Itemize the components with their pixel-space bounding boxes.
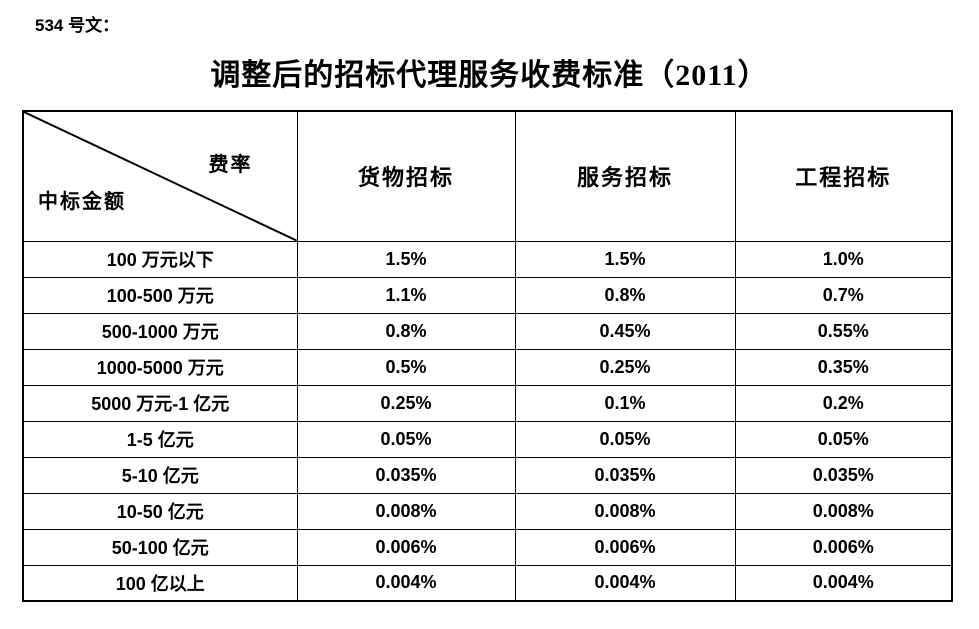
table-row: 100 万元以下 1.5% 1.5% 1.0%	[22, 240, 953, 278]
fee-rate-table: 费率 中标金额 货物招标 服务招标 工程招标 100 万元以下 1.5% 1.5…	[22, 110, 953, 602]
corner-label-rate: 费率	[208, 154, 253, 176]
engineering-rate-cell: 0.008%	[734, 492, 953, 530]
table-row: 100-500 万元 1.1% 0.8% 0.7%	[22, 276, 953, 314]
amount-range-cell: 5-10 亿元	[22, 456, 298, 494]
amount-range-cell: 10-50 亿元	[22, 492, 298, 530]
goods-rate-cell: 0.035%	[296, 456, 516, 494]
goods-rate-cell: 0.8%	[296, 312, 516, 350]
column-header-service-bidding: 服务招标	[514, 110, 736, 242]
goods-rate-cell: 0.008%	[296, 492, 516, 530]
table-row: 1-5 亿元 0.05% 0.05% 0.05%	[22, 420, 953, 458]
corner-header-cell: 费率 中标金额	[22, 110, 298, 242]
column-header-engineering-bidding: 工程招标	[734, 110, 953, 242]
engineering-rate-cell: 0.2%	[734, 384, 953, 422]
service-rate-cell: 1.5%	[514, 240, 736, 278]
goods-rate-cell: 0.05%	[296, 420, 516, 458]
service-rate-cell: 0.004%	[514, 564, 736, 602]
engineering-rate-cell: 0.035%	[734, 456, 953, 494]
engineering-rate-cell: 0.55%	[734, 312, 953, 350]
amount-range-cell: 500-1000 万元	[22, 312, 298, 350]
table-row: 5-10 亿元 0.035% 0.035% 0.035%	[22, 456, 953, 494]
table-row: 100 亿以上 0.004% 0.004% 0.004%	[22, 564, 953, 602]
table-row: 500-1000 万元 0.8% 0.45% 0.55%	[22, 312, 953, 350]
goods-rate-cell: 0.25%	[296, 384, 516, 422]
goods-rate-cell: 0.004%	[296, 564, 516, 602]
service-rate-cell: 0.006%	[514, 528, 736, 566]
doc-reference: 534 号文：	[35, 16, 120, 35]
service-rate-cell: 0.05%	[514, 420, 736, 458]
amount-range-cell: 5000 万元-1 亿元	[22, 384, 298, 422]
amount-range-cell: 100-500 万元	[22, 276, 298, 314]
table-body: 100 万元以下 1.5% 1.5% 1.0% 100-500 万元 1.1% …	[22, 240, 953, 602]
corner-label-bid-amount: 中标金额	[38, 191, 126, 213]
table-row: 1000-5000 万元 0.5% 0.25% 0.35%	[22, 348, 953, 386]
amount-range-cell: 1-5 亿元	[22, 420, 298, 458]
amount-range-cell: 100 亿以上	[22, 564, 298, 602]
service-rate-cell: 0.8%	[514, 276, 736, 314]
service-rate-cell: 0.1%	[514, 384, 736, 422]
amount-range-cell: 50-100 亿元	[22, 528, 298, 566]
column-header-goods-bidding: 货物招标	[296, 110, 516, 242]
table-row: 5000 万元-1 亿元 0.25% 0.1% 0.2%	[22, 384, 953, 422]
engineering-rate-cell: 1.0%	[734, 240, 953, 278]
diagonal-divider-line	[24, 112, 297, 241]
service-rate-cell: 0.45%	[514, 312, 736, 350]
engineering-rate-cell: 0.004%	[734, 564, 953, 602]
engineering-rate-cell: 0.05%	[734, 420, 953, 458]
engineering-rate-cell: 0.35%	[734, 348, 953, 386]
goods-rate-cell: 1.5%	[296, 240, 516, 278]
engineering-rate-cell: 0.006%	[734, 528, 953, 566]
service-rate-cell: 0.035%	[514, 456, 736, 494]
service-rate-cell: 0.25%	[514, 348, 736, 386]
amount-range-cell: 1000-5000 万元	[22, 348, 298, 386]
table-row: 10-50 亿元 0.008% 0.008% 0.008%	[22, 492, 953, 530]
engineering-rate-cell: 0.7%	[734, 276, 953, 314]
goods-rate-cell: 0.006%	[296, 528, 516, 566]
goods-rate-cell: 0.5%	[296, 348, 516, 386]
goods-rate-cell: 1.1%	[296, 276, 516, 314]
service-rate-cell: 0.008%	[514, 492, 736, 530]
amount-range-cell: 100 万元以下	[22, 240, 298, 278]
header-row: 费率 中标金额 货物招标 服务招标 工程招标	[22, 110, 953, 242]
table-row: 50-100 亿元 0.006% 0.006% 0.006%	[22, 528, 953, 566]
page-title: 调整后的招标代理服务收费标准（2011）	[210, 59, 769, 92]
